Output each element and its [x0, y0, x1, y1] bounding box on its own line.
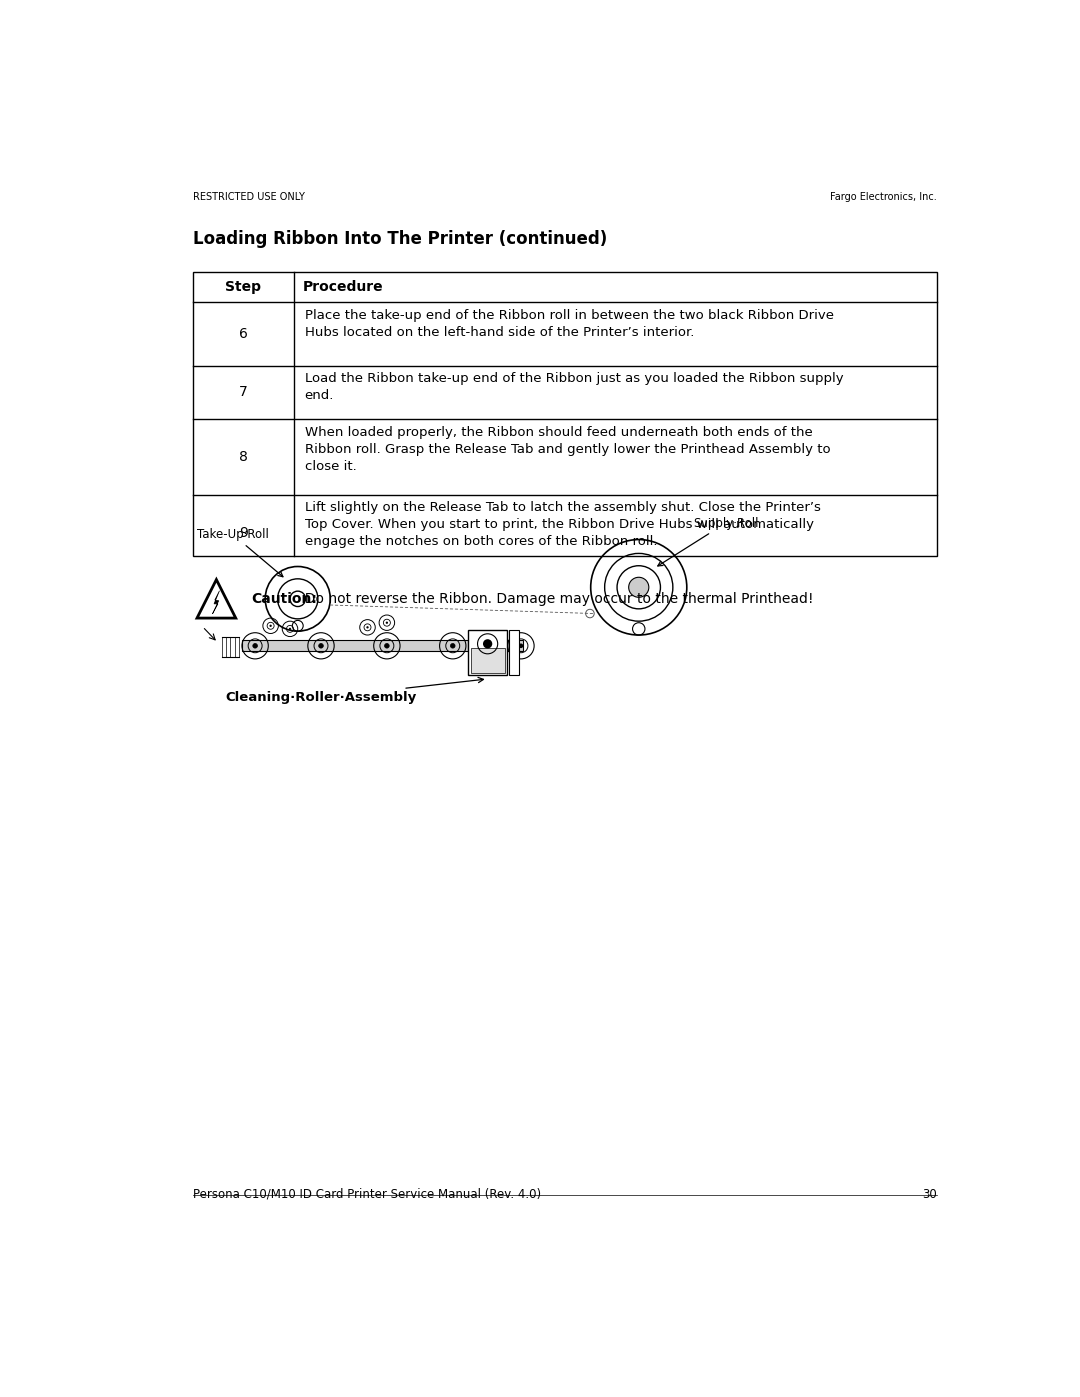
Text: When loaded properly, the Ribbon should feed underneath both ends of the
Ribbon : When loaded properly, the Ribbon should …	[305, 426, 831, 472]
Circle shape	[384, 644, 389, 648]
Text: 30: 30	[922, 1187, 937, 1201]
Text: Fargo Electronics, Inc.: Fargo Electronics, Inc.	[831, 193, 937, 203]
Text: Persona C10/M10 ID Card Printer Service Manual (Rev. 4.0): Persona C10/M10 ID Card Printer Service …	[193, 1187, 541, 1201]
Bar	[193, 271, 937, 556]
Text: Loading Ribbon Into The Printer (continued): Loading Ribbon Into The Printer (continu…	[193, 231, 607, 249]
Circle shape	[386, 622, 388, 624]
Circle shape	[366, 626, 368, 629]
Circle shape	[450, 644, 455, 648]
Bar	[510, 630, 518, 675]
Circle shape	[518, 644, 524, 648]
Text: Cleaning·Roller·Assembly: Cleaning·Roller·Assembly	[226, 678, 484, 704]
Bar	[469, 630, 507, 675]
Polygon shape	[197, 580, 235, 617]
Text: Step: Step	[226, 279, 261, 293]
Text: 8: 8	[239, 450, 248, 464]
Text: 7: 7	[239, 386, 248, 400]
Circle shape	[629, 577, 649, 598]
Bar	[242, 640, 523, 651]
Text: Take-Up·Roll: Take-Up·Roll	[197, 528, 283, 577]
Text: Load the Ribbon take-up end of the Ribbon just as you loaded the Ribbon supply
e: Load the Ribbon take-up end of the Ribbo…	[305, 372, 843, 402]
Text: Place the take-up end of the Ribbon roll in between the two black Ribbon Drive
H: Place the take-up end of the Ribbon roll…	[305, 309, 834, 338]
Circle shape	[483, 640, 492, 648]
Polygon shape	[213, 591, 219, 613]
Circle shape	[270, 624, 272, 627]
Text: Supply·Roll: Supply·Roll	[658, 517, 758, 566]
Text: Do not reverse the Ribbon. Damage may occur to the thermal Printhead!: Do not reverse the Ribbon. Damage may oc…	[296, 592, 813, 606]
Text: RESTRICTED USE ONLY: RESTRICTED USE ONLY	[193, 193, 305, 203]
Text: Caution:: Caution:	[252, 592, 318, 606]
Text: 6: 6	[239, 327, 248, 341]
Circle shape	[253, 644, 257, 648]
Circle shape	[288, 627, 292, 630]
Text: 9: 9	[239, 527, 248, 541]
Text: Lift slightly on the Release Tab to latch the assembly shut. Close the Printer’s: Lift slightly on the Release Tab to latc…	[305, 502, 821, 548]
Circle shape	[319, 644, 323, 648]
Text: Procedure: Procedure	[303, 279, 383, 293]
Bar	[471, 648, 504, 673]
